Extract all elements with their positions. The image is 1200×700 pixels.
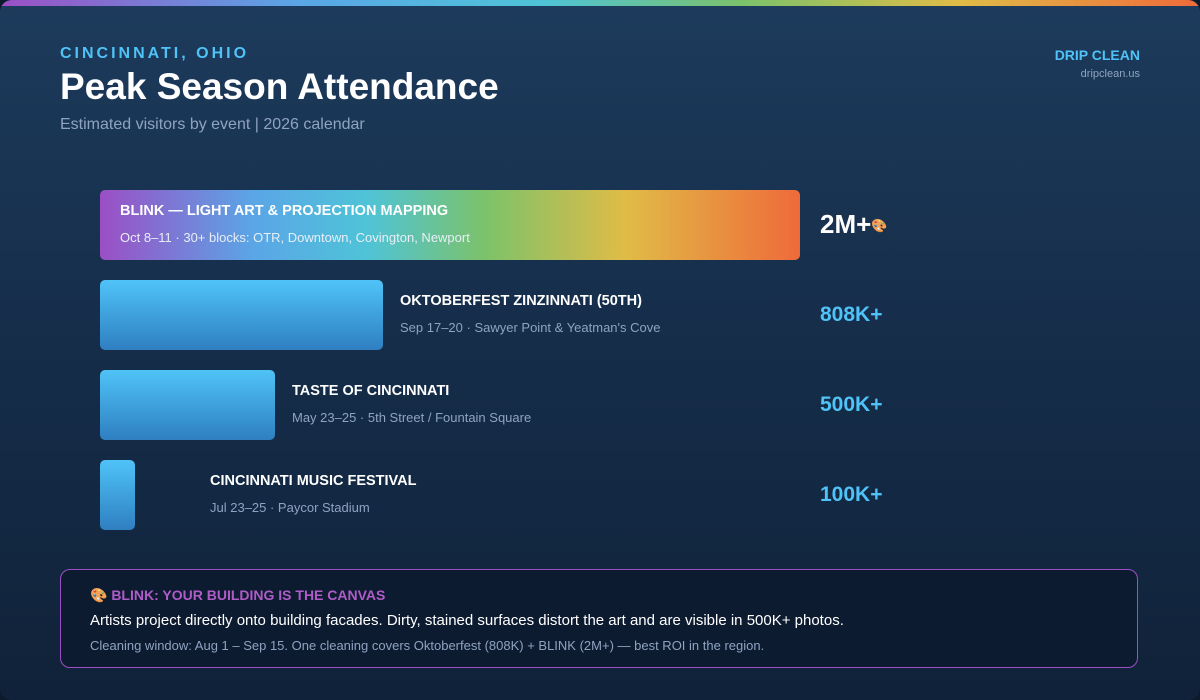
bar-taste-of <box>100 370 275 440</box>
bar-cincinnati-music <box>100 460 135 530</box>
blink-callout: 🎨 BLINK: YOUR BUILDING IS THE CANVAS Art… <box>60 569 1138 668</box>
bar-detail-oktoberfest-zinzinnati: Sep 17–20 · Sawyer Point & Yeatman's Cov… <box>400 320 661 335</box>
brand-url: dripclean.us <box>1080 68 1140 80</box>
rainbow-top-stripe <box>0 0 1200 6</box>
value-label-blink-light: 2M+🎨 <box>820 209 888 239</box>
brand-block: DRIP CLEAN dripclean.us <box>1055 47 1140 80</box>
bar-blink-light <box>100 190 800 260</box>
value-label-taste-of: 500K+ <box>820 393 883 416</box>
bar-label-oktoberfest-zinzinnati: OKTOBERFEST ZINZINNATI (50TH) <box>400 293 642 309</box>
bar-label-blink-light: BLINK — LIGHT ART & PROJECTION MAPPING <box>120 203 449 219</box>
callout-note: Cleaning window: Aug 1 – Sep 15. One cle… <box>90 638 765 653</box>
callout-title: 🎨 BLINK: YOUR BUILDING IS THE CANVAS <box>90 587 386 603</box>
callout-body: Artists project directly onto building f… <box>90 612 844 629</box>
bar-detail-blink-light: Oct 8–11 · 30+ blocks: OTR, Downtown, Co… <box>120 230 470 245</box>
bar-detail-cincinnati-music: Jul 23–25 · Paycor Stadium <box>210 500 370 515</box>
bar-oktoberfest-zinzinnati <box>100 280 383 350</box>
page-title: Peak Season Attendance <box>60 66 499 107</box>
brand-name: DRIP CLEAN <box>1054 47 1140 63</box>
palette-icon: 🎨 <box>871 218 888 234</box>
page-subtitle: Estimated visitors by event | 2026 calen… <box>60 116 365 133</box>
value-label-oktoberfest-zinzinnati: 808K+ <box>820 303 883 326</box>
bar-label-cincinnati-music: CINCINNATI MUSIC FESTIVAL <box>210 473 417 489</box>
bar-detail-taste-of: May 23–25 · 5th Street / Fountain Square <box>292 410 532 425</box>
value-label-cincinnati-music: 100K+ <box>820 483 883 506</box>
location-eyebrow: CINCINNATI, OHIO <box>60 45 250 62</box>
bar-label-taste-of: TASTE OF CINCINNATI <box>292 383 450 399</box>
